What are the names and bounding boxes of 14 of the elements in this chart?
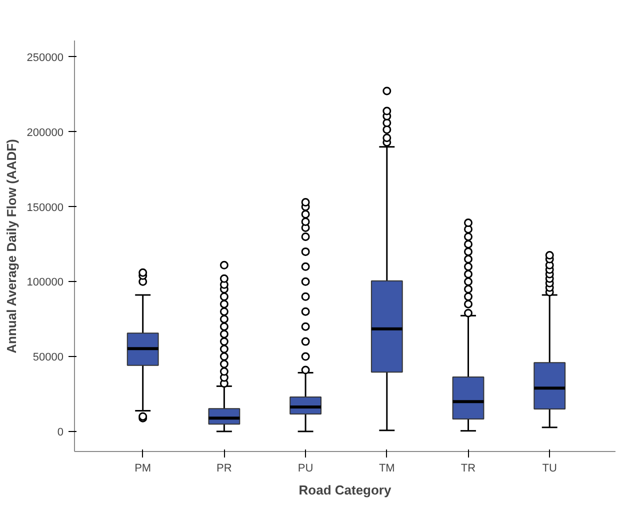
x-tick-label: TU [542,462,557,474]
y-tick-label: 200000 [26,126,64,139]
x-tick-label: PR [216,462,232,474]
x-tick-label: PM [134,462,152,474]
x-axis-title: Road Category [298,482,392,498]
y-tick-label: 0 [57,426,64,438]
y-tick-label: 250000 [26,52,64,64]
y-tick-label: 150000 [26,202,64,214]
y-axis-title: Annual Average Daily Flow (AADF) [4,139,19,354]
y-tick-label: 100000 [26,276,64,289]
x-tick-label: TR [460,462,476,474]
x-tick-label: PU [298,462,314,474]
x-tick-label: TM [378,462,395,474]
y-tick-label: 50000 [32,352,64,364]
